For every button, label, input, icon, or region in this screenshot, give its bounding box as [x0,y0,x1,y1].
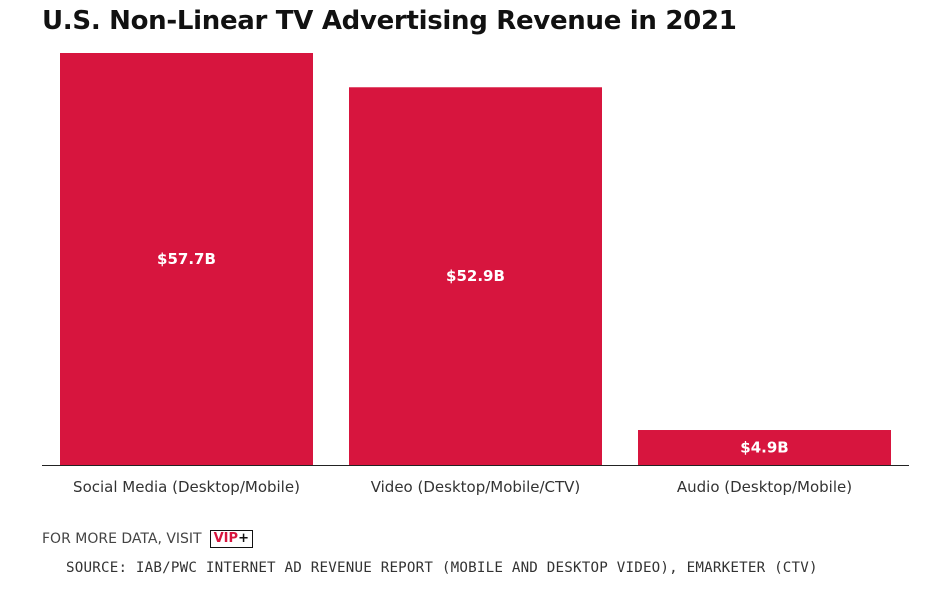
bar-chart: $57.7B Social Media (Desktop/Mobile) $52.9… [42,53,909,496]
more-data-line: FOR MORE DATA, VISIT VIP + [42,530,253,548]
bar-value-label-1: $52.9B [446,267,505,285]
category-label-2: Audio (Desktop/Mobile) [677,478,852,496]
bar-1 [349,87,602,465]
category-label-0: Social Media (Desktop/Mobile) [73,478,300,496]
bar-2 [638,430,891,465]
bar-value-label-2: $4.9B [740,439,788,457]
chart-title: U.S. Non-Linear TV Advertising Revenue i… [42,6,737,36]
bar-value-label-0: $57.7B [157,250,216,268]
bar-0 [60,53,313,465]
source-note: SOURCE: IAB/PWC INTERNET AD REVENUE REPO… [66,560,818,576]
category-label-1: Video (Desktop/Mobile/CTV) [371,478,581,496]
more-data-text: FOR MORE DATA, VISIT [42,531,202,547]
vip-plus-icon: + [238,531,249,546]
vip-label: VIP [213,531,239,546]
vip-plus-link[interactable]: VIP + [209,530,253,548]
